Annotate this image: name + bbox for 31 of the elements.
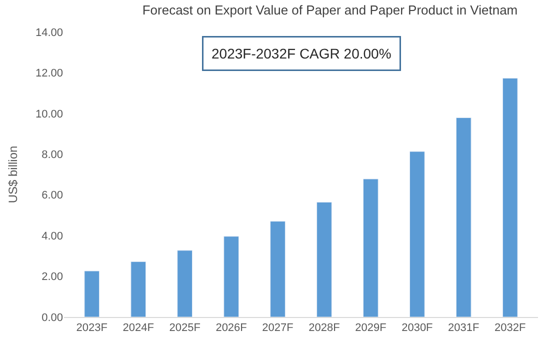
bar (130, 261, 146, 317)
y-tick-label: 4.00 (42, 230, 63, 242)
x-tick-label: 2029F (355, 322, 387, 334)
bar (224, 236, 239, 317)
x-tick-label: 2027F (262, 322, 294, 334)
y-axis-title: US$ billion (6, 146, 20, 204)
y-tick-label: 14.00 (35, 26, 63, 39)
bar (270, 221, 286, 317)
bar (177, 250, 193, 317)
y-tick-label: 12.00 (35, 68, 63, 80)
y-tick-label: 0.00 (42, 312, 63, 324)
x-tick-label: 2030F (402, 322, 434, 334)
bar (316, 202, 332, 317)
y-tick-label: 8.00 (42, 148, 63, 161)
bar (409, 151, 425, 317)
x-tick-label: 2032F (494, 322, 526, 334)
x-tick-label: 2026F (216, 322, 248, 334)
annotation: 2023F-2032F CAGR 20.00% (212, 46, 392, 62)
chart-title: Forecast on Export Value of Paper and Paper Product in Vietnam (142, 2, 518, 18)
x-tick-label: 2024F (122, 322, 154, 334)
x-tick-label: 2028F (308, 322, 340, 334)
bar (456, 117, 472, 317)
y-tick-label: 10.00 (35, 108, 63, 120)
y-tick-label: 6.00 (42, 190, 63, 202)
x-tick-label: 2025F (169, 322, 201, 334)
x-tick-label: 2023F (76, 322, 108, 334)
y-tick-label: 2.00 (42, 271, 63, 284)
x-tick-label: 2031F (448, 322, 480, 334)
bar (84, 270, 100, 317)
bar (502, 78, 518, 317)
bar (363, 178, 378, 317)
